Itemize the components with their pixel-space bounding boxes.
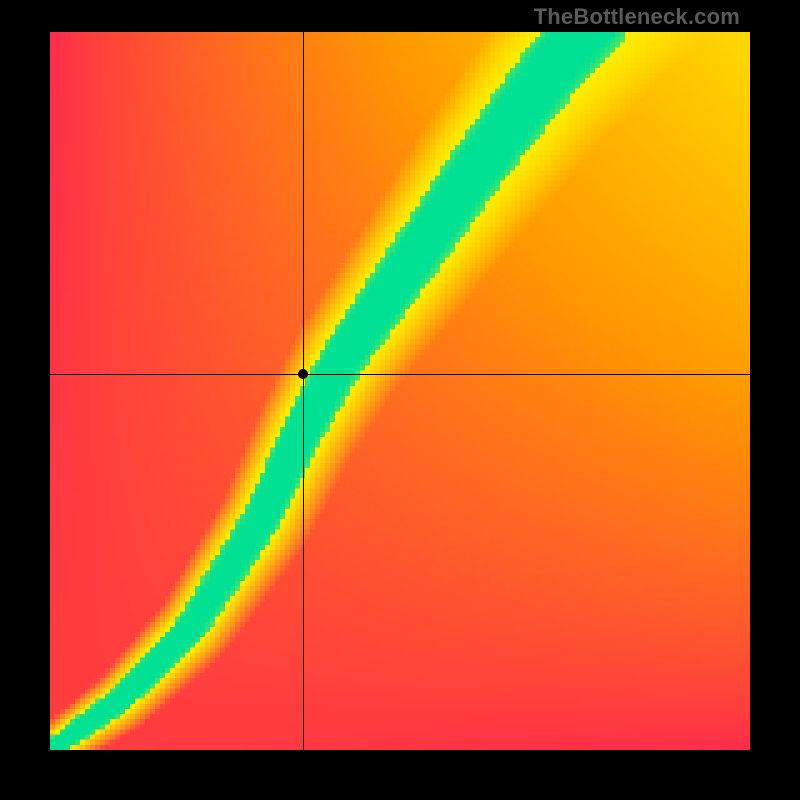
- crosshair-vertical: [303, 32, 304, 750]
- crosshair-horizontal: [50, 374, 750, 375]
- operating-point-marker: [298, 369, 308, 379]
- watermark-text: TheBottleneck.com: [534, 4, 740, 30]
- chart-container: TheBottleneck.com: [0, 0, 800, 800]
- bottleneck-heatmap: [50, 32, 750, 750]
